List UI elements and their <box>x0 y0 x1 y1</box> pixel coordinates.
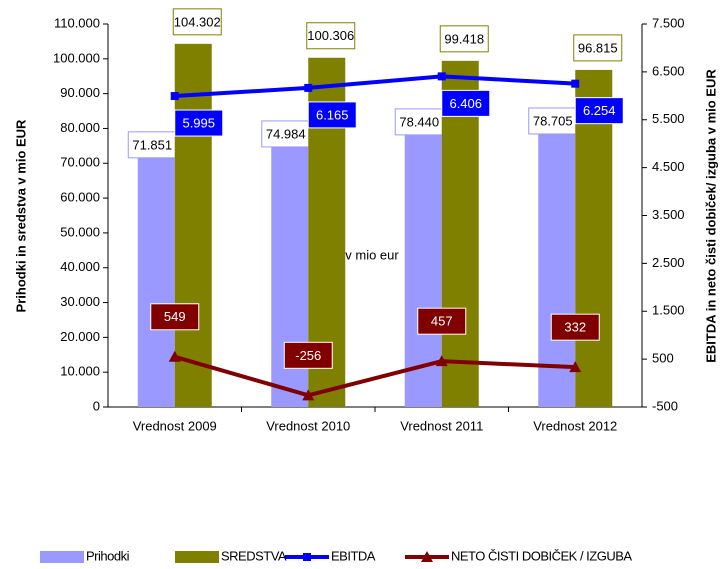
y2-tick-label: 6.500 <box>652 63 685 78</box>
y2-tick-label: 4.500 <box>652 159 685 174</box>
data-label-box <box>417 307 467 335</box>
bar <box>137 156 175 407</box>
data-label: 104.302 <box>174 14 221 29</box>
y-tick-label: 100.000 <box>53 50 100 65</box>
y-axis-title: Prihodki in sredstva v mio EUR <box>13 119 28 312</box>
data-label-box <box>574 97 624 125</box>
legend-label: Prihodki <box>86 548 130 563</box>
legend-label: NETO ČISTI DOBIČEK / IZGUBA <box>451 548 632 563</box>
legend-swatch <box>175 551 219 563</box>
data-label-box <box>550 313 600 341</box>
marker <box>302 389 315 401</box>
data-label: -256 <box>295 348 321 363</box>
y2-tick-label: 7.500 <box>652 15 685 30</box>
y-tick-label: 90.000 <box>60 85 100 100</box>
bar <box>575 69 613 407</box>
y-tick-label: 40.000 <box>60 259 100 274</box>
marker <box>435 355 448 367</box>
legend-marker <box>303 553 311 561</box>
data-label: 78.705 <box>533 113 573 128</box>
marker <box>168 350 181 362</box>
y-tick-label: 50.000 <box>60 224 100 239</box>
data-label: 332 <box>564 320 586 335</box>
data-label: 74.984 <box>266 126 306 141</box>
data-label-box <box>174 109 224 137</box>
legend-marker <box>421 551 433 562</box>
y2-tick-label: 500 <box>652 351 674 366</box>
data-label: 6.165 <box>316 107 349 122</box>
y-tick-label: 0 <box>93 398 100 413</box>
marker <box>170 92 179 101</box>
data-label: 100.306 <box>307 28 354 43</box>
y-tick-label: 10.000 <box>60 364 100 379</box>
marker <box>304 83 313 92</box>
bar <box>441 60 479 407</box>
marker <box>437 72 446 81</box>
y-tick-label: 60.000 <box>60 190 100 205</box>
x-tick-label: Vrednost 2010 <box>266 418 350 433</box>
y2-tick-label: 5.500 <box>652 111 685 126</box>
marker <box>571 79 580 88</box>
data-label: 6.254 <box>583 103 616 118</box>
data-label: 5.995 <box>182 115 215 130</box>
data-label-box <box>306 22 356 50</box>
x-tick-label: Vrednost 2009 <box>133 418 217 433</box>
data-label-box <box>307 101 357 129</box>
line <box>174 74 576 99</box>
data-label-box <box>394 108 444 136</box>
data-label-box <box>283 341 333 369</box>
data-label: 96.815 <box>578 40 618 55</box>
x-tick-label: Vrednost 2012 <box>533 418 617 433</box>
x-tick-label: Vrednost 2011 <box>400 418 483 433</box>
data-label-box <box>439 25 489 53</box>
data-label-box <box>528 107 578 135</box>
y2-tick-label: 3.500 <box>652 207 685 222</box>
data-label: 71.851 <box>132 137 172 152</box>
legend-swatch <box>40 551 84 563</box>
bar <box>538 132 576 407</box>
data-label-box <box>573 34 623 62</box>
y-tick-label: 80.000 <box>60 120 100 135</box>
y-tick-label: 20.000 <box>60 329 100 344</box>
y-tick-label: 70.000 <box>60 155 100 170</box>
line <box>174 354 576 398</box>
data-label: 78.440 <box>399 114 439 129</box>
data-label-box <box>150 303 200 331</box>
y-tick-label: 30.000 <box>60 294 100 309</box>
y2-tick-label: 2.500 <box>652 255 685 270</box>
y-tick-label: 110.000 <box>54 15 100 30</box>
y2-tick-label: 1.500 <box>652 303 685 318</box>
y2-tick-label: -500 <box>652 398 678 413</box>
data-label: 549 <box>164 309 186 324</box>
data-label-box <box>172 8 222 36</box>
legend-label: SREDSTVA <box>221 548 287 563</box>
data-label: 6.406 <box>449 96 482 111</box>
annotation: v mio eur <box>345 247 399 262</box>
marker <box>569 361 582 373</box>
y2-axis-title: EBITDA in neto čisti dobiček/ izguba v m… <box>703 69 718 363</box>
data-label-box <box>441 89 491 117</box>
data-label: 457 <box>431 314 453 329</box>
data-label: 99.418 <box>444 31 484 46</box>
legend-label: EBITDA <box>331 548 376 563</box>
bar <box>174 43 212 407</box>
